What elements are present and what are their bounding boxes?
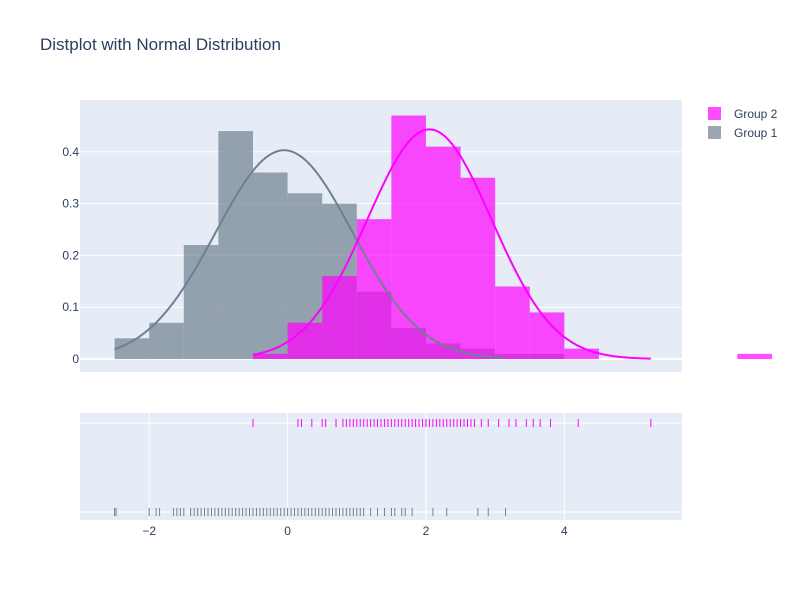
histogram-bar: [391, 115, 426, 360]
histogram-bar: [495, 286, 530, 360]
x-tick-label: −2: [142, 524, 156, 538]
legend-label: Group 2: [734, 107, 778, 121]
rug-plot-area: [80, 413, 682, 520]
legend-swatch: [708, 126, 721, 139]
plot-layer: 0 0.1 0.2 0.3 0.4 −2 0 2 4: [62, 100, 772, 538]
x-tick-label: 0: [284, 524, 291, 538]
chart-title: Distplot with Normal Distribution: [40, 35, 281, 54]
y-tick-label: 0.1: [62, 300, 79, 314]
legend-label: Group 1: [734, 126, 778, 140]
rug-group-2: [252, 419, 652, 427]
y-tick-label: 0.3: [62, 197, 79, 211]
legend-item-group-1[interactable]: Group 1: [708, 126, 778, 140]
histogram-bar: [425, 146, 461, 360]
histogram-bar: [252, 353, 288, 360]
y-tick-label: 0.4: [62, 145, 79, 159]
histogram-bar: [114, 338, 150, 360]
legend-swatch: [708, 107, 721, 120]
histogram-bar: [218, 131, 253, 360]
x-tick-label: 4: [561, 524, 568, 538]
y-tick-label: 0: [72, 352, 79, 366]
histogram-bar: [183, 245, 219, 360]
histogram-bar: [737, 353, 772, 360]
legend[interactable]: Group 2 Group 1: [708, 107, 778, 140]
histogram-bar: [460, 177, 496, 360]
x-tick-label: 2: [423, 524, 430, 538]
histogram-bar: [252, 172, 288, 360]
normal-curve-group-2: [252, 128, 651, 360]
histogram-bar: [149, 322, 184, 360]
histogram-bar: [322, 276, 357, 360]
rug-group-1: [114, 508, 507, 516]
histogram-bar: [564, 348, 599, 360]
y-tick-label: 0.2: [62, 248, 79, 262]
normal-curve-group-1: [114, 149, 506, 359]
legend-item-group-2[interactable]: Group 2: [708, 107, 778, 121]
